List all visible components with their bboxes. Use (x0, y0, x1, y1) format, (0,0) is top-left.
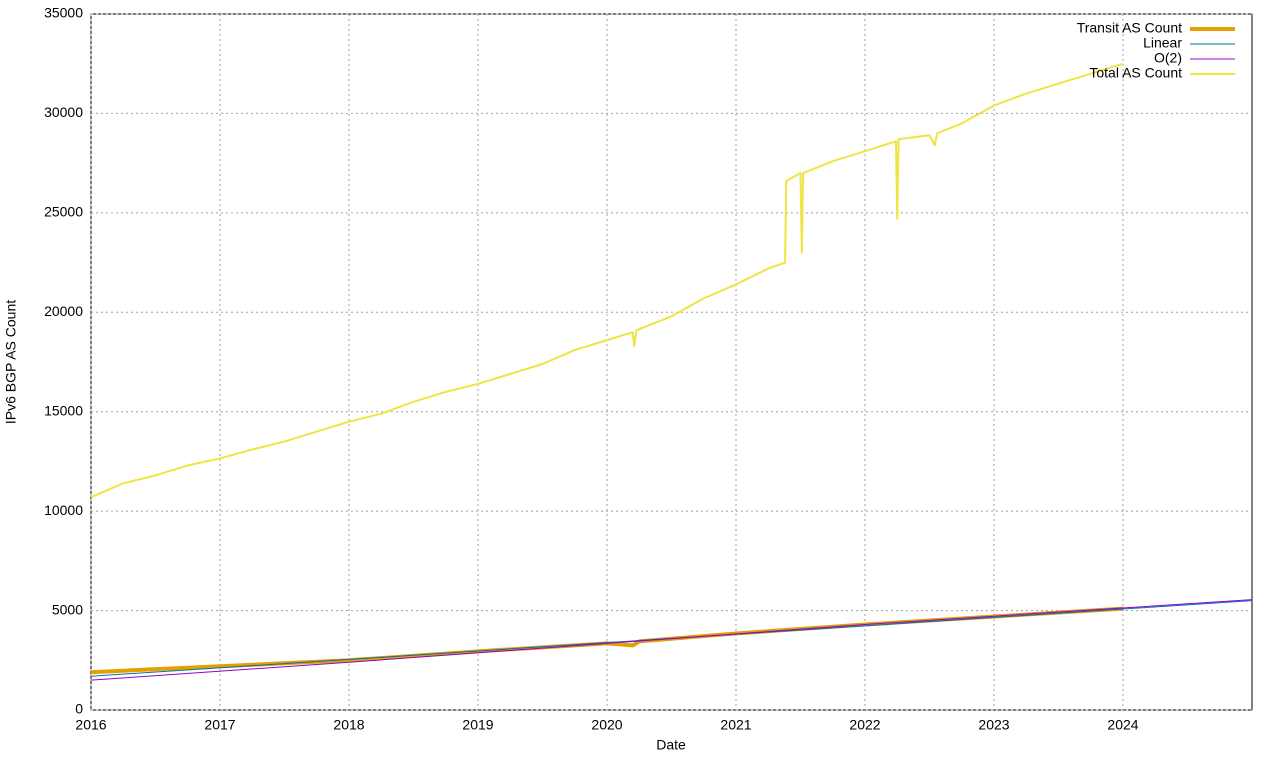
y-tick-label: 15000 (44, 402, 83, 418)
x-tick-label: 2018 (333, 717, 364, 733)
series-line (90, 62, 1124, 499)
legend-label: O(2) (1154, 50, 1182, 66)
y-tick-label: 5000 (52, 601, 83, 617)
y-tick-label: 0 (75, 701, 83, 717)
x-tick-label: 2024 (1107, 717, 1138, 733)
x-tick-label: 2016 (75, 717, 106, 733)
x-tick-label: 2021 (720, 717, 751, 733)
x-tick-label: 2022 (849, 717, 880, 733)
x-tick-label: 2017 (204, 717, 235, 733)
y-tick-label: 30000 (44, 104, 83, 120)
legend-label: Total AS Count (1089, 65, 1182, 81)
y-tick-label: 20000 (44, 303, 83, 319)
x-tick-label: 2020 (591, 717, 622, 733)
x-tick-label: 2019 (462, 717, 493, 733)
plot-frame (90, 13, 1253, 711)
legend-label: Transit AS Count (1077, 20, 1182, 36)
x-axis-label: Date (656, 737, 686, 753)
legend-label: Linear (1143, 35, 1182, 51)
series-line (90, 599, 1253, 681)
y-axis-label: IPv6 BGP AS Count (3, 300, 19, 424)
y-tick-label: 10000 (44, 502, 83, 518)
y-tick-label: 35000 (44, 5, 83, 21)
y-tick-label: 25000 (44, 204, 83, 220)
x-tick-label: 2023 (978, 717, 1009, 733)
